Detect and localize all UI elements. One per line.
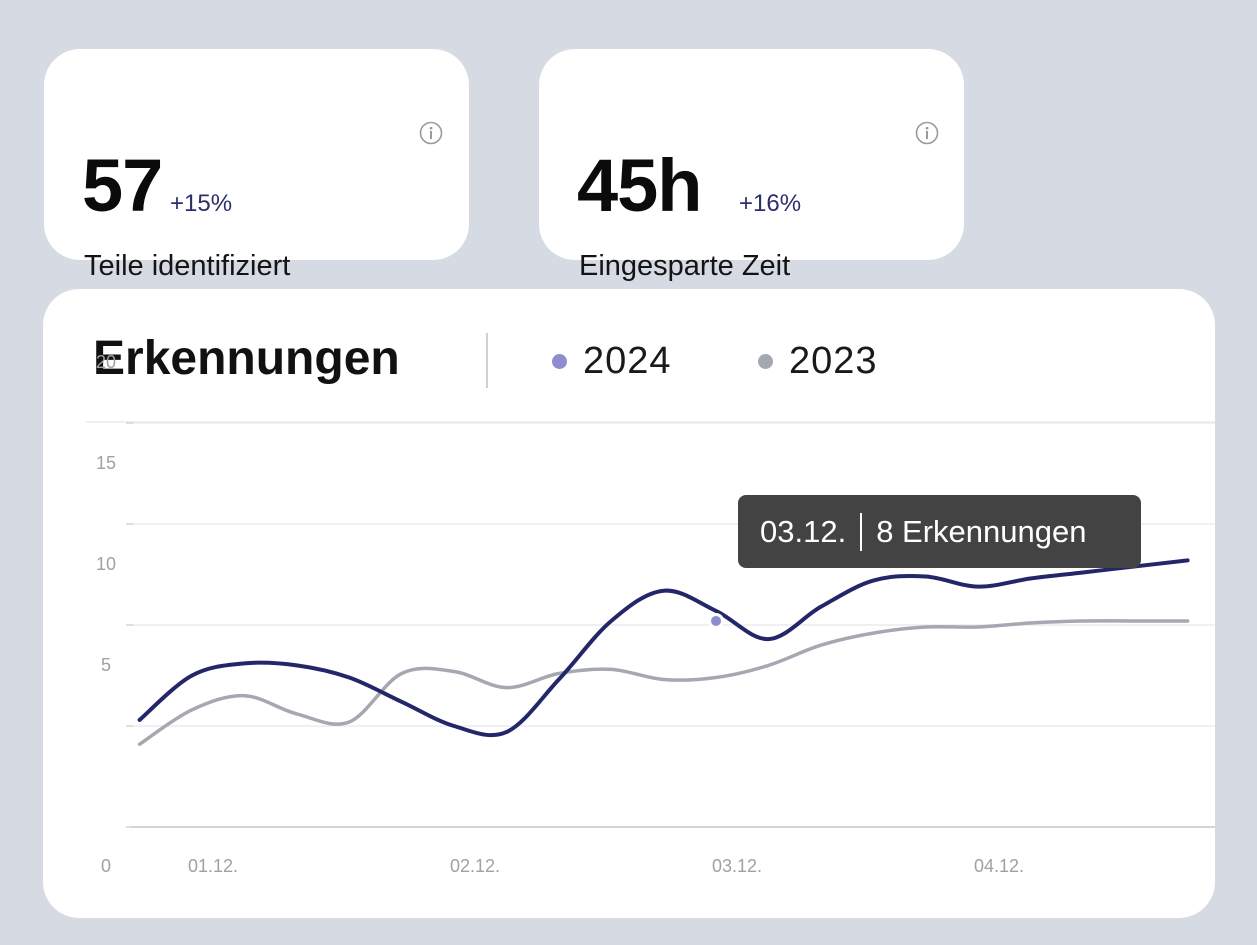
legend-label: 2023 <box>789 340 878 382</box>
tooltip-text: 8 Erkennungen <box>876 513 1087 549</box>
title-divider <box>486 333 488 388</box>
stat-card-time-saved: 45h +16% Eingesparte Zeit <box>539 49 964 281</box>
stat-delta: +15% <box>170 190 233 217</box>
info-icon[interactable] <box>419 121 443 145</box>
y-tick-label: 20 <box>96 352 116 372</box>
x-tick-label: 02.12. <box>450 856 500 876</box>
x-tick-label: 04.12. <box>974 856 1024 876</box>
tooltip-date: 03.12. <box>760 513 847 549</box>
chart-tooltip: 03.12. 8 Erkennungen <box>738 495 1141 568</box>
info-icon[interactable] <box>915 121 939 145</box>
stat-label: Teile identifiziert <box>84 250 291 282</box>
legend-dot-2023 <box>758 353 773 369</box>
y-tick-label: 10 <box>96 554 116 574</box>
series-line-2023 <box>137 619 1190 746</box>
highlight-point <box>708 612 724 629</box>
y-tick-label: 15 <box>96 453 116 473</box>
stat-value: 45h <box>577 144 703 227</box>
legend-item-2024[interactable]: 2024 <box>552 341 672 381</box>
stat-value: 57 <box>82 144 163 227</box>
y-tick-label: 5 <box>101 655 111 675</box>
tooltip-separator <box>860 512 863 551</box>
line-chart: 0 5 10 15 20 01.12. 02.12. 03.12. 04.12. <box>86 352 1215 876</box>
stat-label: Eingesparte Zeit <box>579 250 791 282</box>
stat-delta: +16% <box>739 190 802 217</box>
x-tick-label: 01.12. <box>188 856 238 876</box>
stat-card-parts-identified: 57 +15% Teile identifiziert <box>44 49 469 281</box>
chart-card-detections: Erkennungen 2024 2023 0 5 10 15 20 01.12. 02.1… <box>43 289 1215 918</box>
legend-label: 2024 <box>583 340 672 382</box>
legend-dot-2024 <box>552 353 567 369</box>
legend-item-2023[interactable]: 2023 <box>758 341 878 381</box>
x-tick-label: 03.12. <box>712 856 762 876</box>
y-tick-label: 0 <box>101 856 111 876</box>
series-line-2024 <box>137 558 1190 738</box>
chart-title: Erkennungen <box>93 332 400 385</box>
